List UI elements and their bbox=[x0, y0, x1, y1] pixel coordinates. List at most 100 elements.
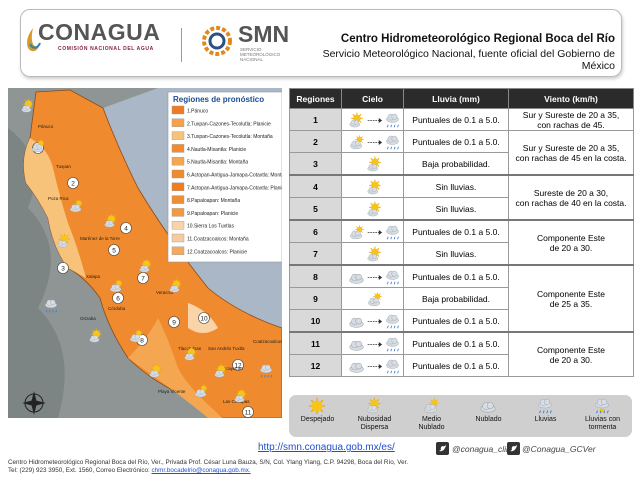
town-label: San Andrés Tuxtla bbox=[208, 346, 245, 351]
region-marker bbox=[57, 262, 69, 274]
table-row: 6 Puntuales de 0.1 a 5.0. Componente Este d… bbox=[289, 219, 634, 266]
wind-text: Componente Este bbox=[536, 288, 606, 299]
map-legend-title: Regiones de pronóstico bbox=[173, 95, 264, 104]
legend-swatch bbox=[171, 156, 185, 166]
legend-label: 7.Actopan-Antigua-Jamapa-Cotaxtla: Plani… bbox=[187, 185, 282, 191]
region-marker bbox=[137, 272, 149, 284]
region-cell: 10 bbox=[289, 309, 342, 333]
sky-icon bbox=[403, 397, 460, 416]
sky-icon bbox=[348, 267, 402, 287]
legend-swatch bbox=[171, 208, 185, 217]
title: Centro Hidrometeorológico Regional Boca … bbox=[340, 33, 615, 45]
terrain-shade bbox=[8, 128, 65, 418]
region-cell: 7 bbox=[289, 242, 342, 266]
rain-cell: Puntuales de 0.1 a 5.0. bbox=[403, 219, 509, 243]
region-marker bbox=[112, 292, 124, 304]
sky-legend-label: Medio bbox=[421, 416, 442, 423]
icon-part bbox=[386, 360, 398, 373]
column-header: Viento (km/h) bbox=[508, 88, 634, 109]
icon-part bbox=[366, 274, 383, 280]
icon-part bbox=[350, 135, 363, 149]
wind-cell: Componente Este de 20 a 30. bbox=[508, 219, 634, 266]
wind-cell: Sur y Sureste de 20 a 35, con rachas de 4… bbox=[508, 130, 634, 176]
icon-part bbox=[366, 318, 383, 324]
region-number: 3 bbox=[61, 266, 65, 273]
legend-label: 10.Sierra Los Tuxtlas bbox=[187, 224, 234, 230]
icon-part bbox=[367, 156, 380, 170]
table-row: 4 Sin lluvias. Sureste de 20 a 30, con rach… bbox=[289, 174, 634, 221]
sky-legend-item: Lluvias bbox=[517, 397, 574, 424]
sky-cell bbox=[341, 219, 404, 243]
region-number: 10 bbox=[200, 316, 208, 323]
twitter-handle[interactable]: @Conagua_GCVer bbox=[522, 444, 596, 454]
sky-cell bbox=[341, 152, 404, 176]
legend-label: 12.Coatzacoalcos: Planicie bbox=[187, 249, 247, 255]
legend-swatch bbox=[171, 220, 185, 230]
region-cell: 5 bbox=[289, 197, 342, 221]
sky-legend-label: Nublado bbox=[475, 416, 502, 423]
wind-text: de 20 a 30. bbox=[549, 354, 593, 365]
sky-cell bbox=[341, 264, 404, 288]
sky-legend-label: Lluvias bbox=[534, 416, 557, 423]
sky-cell bbox=[341, 130, 404, 153]
table-row: 1 Puntuales de 0.1 a 5.0. Sur y Sureste de… bbox=[289, 108, 634, 131]
legend-label: 8.Papaloapan: Montaña bbox=[187, 198, 240, 204]
region-cell: 6 bbox=[289, 219, 342, 243]
region-number: 5 bbox=[112, 248, 116, 255]
twitter-handle[interactable]: @conagua_clima bbox=[452, 444, 518, 454]
icon-part bbox=[366, 117, 383, 123]
town-label: Pánuco bbox=[38, 124, 54, 129]
sky-cell bbox=[341, 287, 404, 310]
divider bbox=[181, 28, 182, 62]
twitter-icon bbox=[436, 442, 449, 455]
icon-part bbox=[386, 271, 398, 284]
town-label: Orizaba bbox=[80, 316, 96, 321]
url-link[interactable]: http://smn.conagua.gob.mx/es/ bbox=[258, 442, 395, 453]
sky-icon bbox=[344, 154, 402, 174]
sky-legend-item: Lluvias con tormenta bbox=[574, 397, 631, 432]
header-row: Regiones Cielo Lluvia (mm) Viento (km/h) bbox=[289, 88, 634, 109]
forecast-table: Regiones Cielo Lluvia (mm) Viento (km/h) 1 P… bbox=[289, 88, 634, 377]
subtitle: Servicio Meteorológico Nacional, fuente … bbox=[322, 48, 615, 72]
logo-conagua-sub: COMISIÓN NACIONAL DEL AGUA bbox=[58, 46, 154, 52]
icon-part bbox=[539, 399, 552, 413]
table-row: 5 Sin lluvias. bbox=[289, 197, 634, 221]
column-header: Cielo bbox=[341, 88, 404, 109]
icon-part bbox=[596, 399, 609, 415]
legend-label: 6.Actopan-Antigua-Jamapa-Cotaxtla: Monta… bbox=[187, 173, 282, 179]
sky-icon bbox=[574, 397, 631, 416]
region-cell: 8 bbox=[289, 264, 342, 288]
icon-part bbox=[366, 139, 383, 145]
icon-part bbox=[348, 340, 364, 351]
sky-legend-item: Despejado bbox=[289, 397, 346, 424]
logo-smn: SMN bbox=[238, 21, 290, 47]
icon-part bbox=[368, 292, 381, 306]
rain-cell: Puntuales de 0.1 a 5.0. bbox=[403, 108, 509, 131]
sky-legend-item: Medio Nublado bbox=[403, 397, 460, 432]
rain-cell: Sin lluvias. bbox=[403, 242, 509, 266]
town-label: Veracruz bbox=[156, 290, 175, 295]
icon-part bbox=[367, 246, 380, 260]
town-label: Tlacotalpan bbox=[178, 346, 202, 351]
logo-conagua: CONAGUA bbox=[38, 19, 161, 45]
region-cell: 4 bbox=[289, 174, 342, 198]
sky-cell bbox=[341, 309, 404, 333]
legend-swatch bbox=[171, 131, 185, 140]
icon-part bbox=[366, 363, 383, 369]
icon-part bbox=[348, 362, 364, 373]
column-header: Lluvia (mm) bbox=[403, 88, 509, 109]
icon-part bbox=[349, 112, 362, 126]
table-row: 9 Baja probabilidad. bbox=[289, 287, 634, 310]
region-cell: 2 bbox=[289, 130, 342, 153]
address: Centro Hidrometeorológico Regional Boca … bbox=[8, 459, 409, 466]
legend-label: 3.Tuxpan-Cazones-Tecolutla: Montaña bbox=[187, 134, 273, 140]
region-number: 12 bbox=[234, 363, 242, 370]
legend-swatch bbox=[171, 169, 185, 179]
town-label: Xalapa bbox=[86, 274, 101, 279]
table-row: 11 Puntuales de 0.1 a 5.0. Componente Este… bbox=[289, 331, 634, 377]
town-label: Acayucan bbox=[223, 366, 243, 371]
email[interactable]: chmr.bocadelrio@conagua.gob.mx. bbox=[151, 467, 251, 474]
column-header: Regiones bbox=[289, 88, 342, 109]
sky-legend-label: Nublado bbox=[418, 424, 445, 431]
